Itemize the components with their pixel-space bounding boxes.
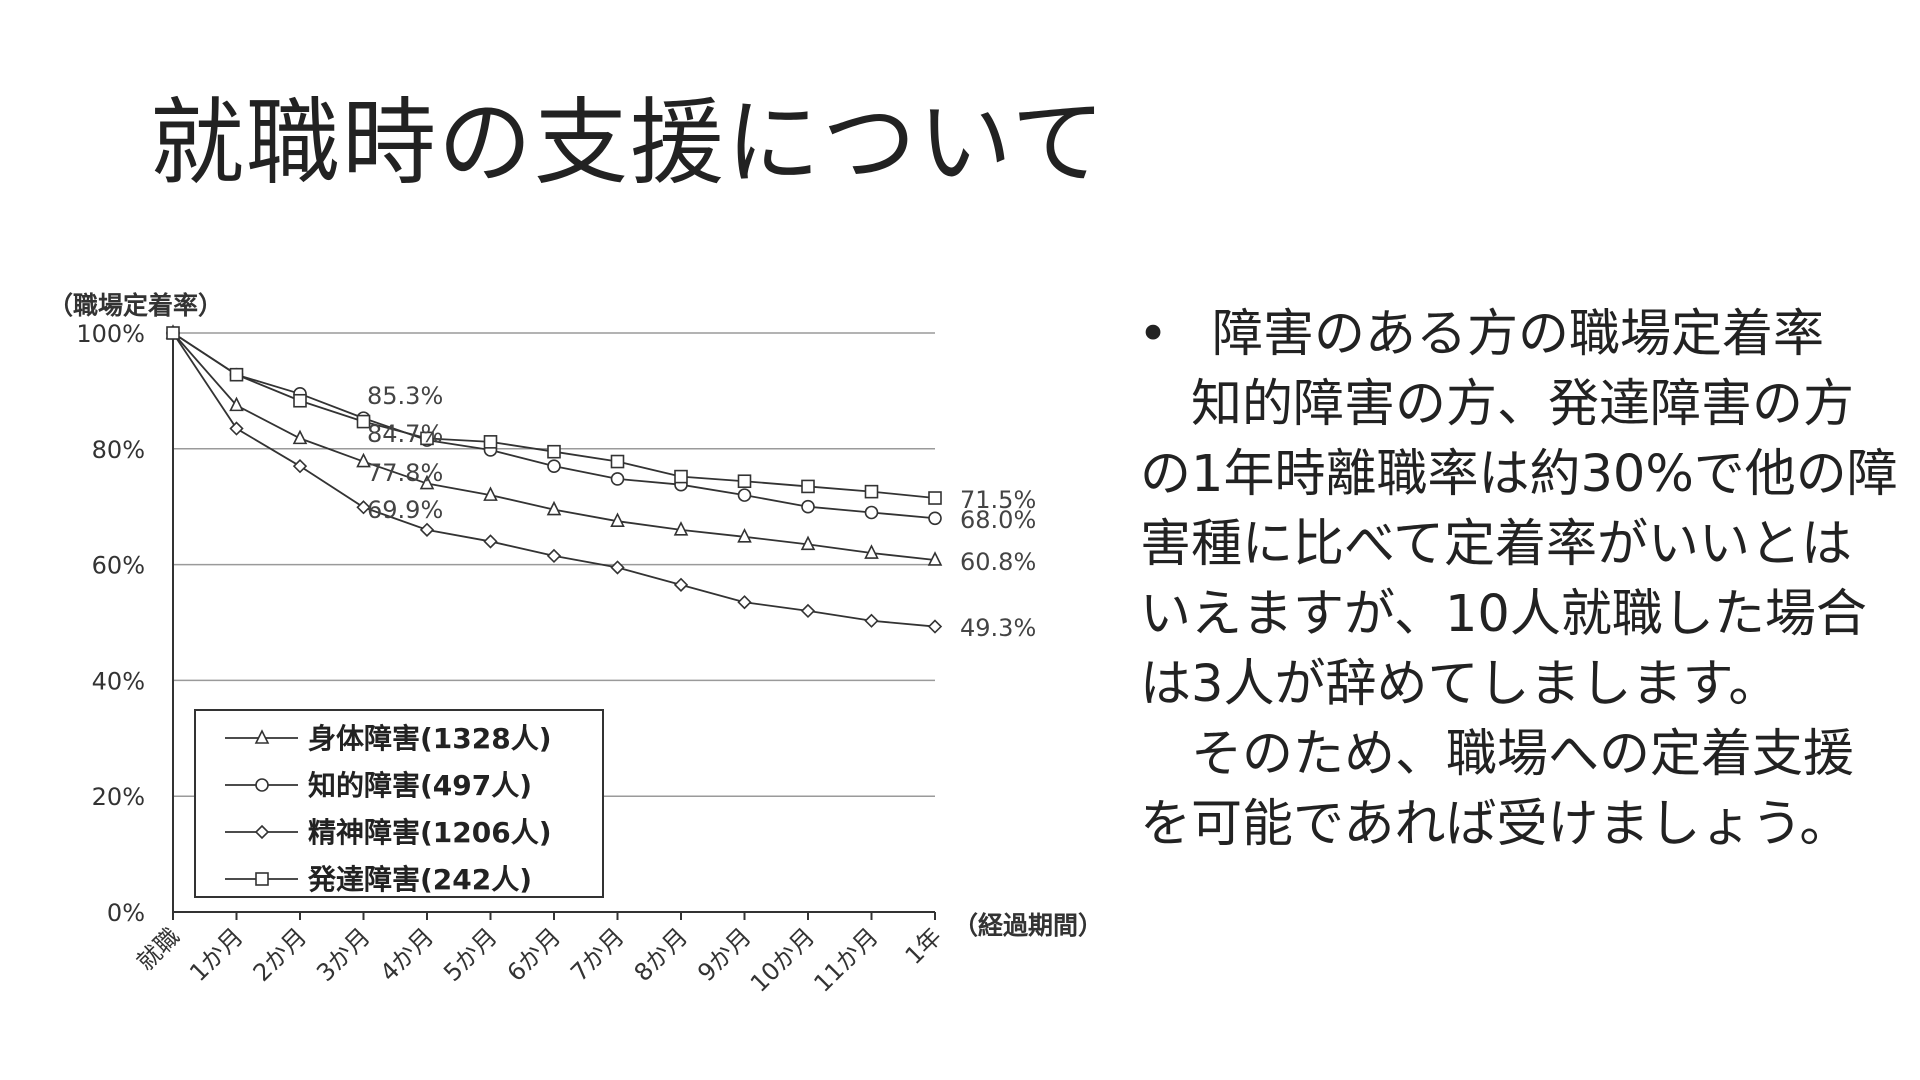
data-point-series-1 [927, 551, 943, 566]
data-point-series-1 [292, 429, 308, 445]
y-axis-title: （職場定着率） [48, 291, 223, 320]
legend-marker [255, 872, 269, 886]
y-tick-label: 100% [76, 320, 145, 348]
y-tick-label: 80% [92, 436, 145, 464]
data-point-series-3 [800, 603, 816, 619]
series-line-2 [172, 332, 936, 520]
slide-title: 就職時の支援について [150, 89, 1108, 198]
data-point-series-4 [928, 491, 942, 505]
data-point-series-3 [673, 577, 689, 592]
x-tick-label: 10か月 [745, 922, 820, 997]
data-point-series-1 [483, 486, 498, 501]
legend-marker [255, 778, 269, 792]
data-point-series-1 [737, 528, 752, 543]
data-label: 71.5% [960, 486, 1036, 514]
data-label: 84.7% [367, 420, 443, 448]
data-point-series-2 [864, 505, 879, 520]
bullet-icon: • [1138, 305, 1169, 364]
data-point-series-3 [864, 613, 879, 628]
series-line-4 [172, 332, 936, 499]
data-label: 69.9% [367, 496, 443, 524]
x-tick-label: 6か月 [502, 922, 567, 987]
data-point-series-4 [356, 414, 371, 429]
legend-label: 精神障害(1206人) [308, 816, 552, 849]
data-point-series-2 [928, 511, 942, 526]
x-tick-label: 5か月 [438, 922, 503, 987]
x-tick-label: 4か月 [375, 922, 440, 987]
data-point-series-4 [420, 431, 434, 446]
data-point-series-1 [864, 544, 879, 559]
data-point-series-1 [546, 500, 562, 516]
data-point-series-3 [737, 595, 752, 610]
data-point-series-2 [547, 459, 561, 473]
data-point-series-1 [673, 521, 689, 536]
data-point-series-1 [419, 474, 435, 490]
data-point-series-4 [801, 479, 815, 494]
data-point-series-3 [927, 619, 943, 634]
data-point-series-3 [356, 500, 371, 515]
data-label: 77.8% [367, 459, 443, 487]
legend-label: 発達障害(242人) [307, 863, 532, 896]
data-label: 49.3% [960, 614, 1036, 642]
paragraph-heading: 障害のある方の職場定着率 [1212, 305, 1825, 364]
data-point-series-4 [674, 469, 688, 484]
legend-label: 身体障害(1328人) [308, 722, 552, 755]
data-point-series-3 [610, 560, 625, 575]
x-tick-label: 2か月 [248, 922, 313, 987]
body-text: • 障害のある方の職場定着率 知的障害の方、発達障害の方の1年時離職率は約30%… [1138, 300, 1900, 860]
data-point-series-4 [864, 484, 879, 499]
data-point-series-3 [229, 421, 244, 436]
paragraph-support: そのため、職場への定着支援を可能であれば受けましょう。 [1140, 725, 1855, 854]
y-tick-label: 60% [92, 552, 145, 580]
data-point-series-2 [610, 472, 625, 486]
data-point-series-4 [483, 435, 498, 449]
data-point-series-4 [737, 474, 752, 489]
data-point-series-4 [293, 393, 307, 408]
data-point-series-2 [801, 499, 815, 514]
data-point-series-1 [356, 452, 371, 468]
data-label: 68.0% [960, 506, 1036, 534]
data-label: 60.8% [960, 548, 1036, 576]
data-point-series-3 [292, 459, 308, 474]
data-point-series-3 [483, 534, 498, 549]
data-point-series-1 [229, 396, 244, 412]
data-label: 85.3% [367, 382, 443, 410]
data-point-series-3 [419, 522, 435, 537]
legend-marker [254, 729, 270, 744]
x-tick-label: 1年 [900, 922, 948, 970]
data-point-series-2 [737, 488, 752, 502]
line-chart: （職場定着率） 0% 20% 40% 60% 80% 100% 就職1か月2か月3か月4か月5… [48, 291, 1103, 998]
data-point-series-4 [229, 367, 244, 382]
series-line-3 [172, 332, 936, 628]
data-point-series-1 [800, 535, 816, 551]
data-point-series-4 [166, 326, 180, 340]
legend-marker [254, 824, 270, 840]
paragraph-detail: 知的障害の方、発達障害の方の1年時離職率は約30%で他の障害種に比べて定着率がい… [1140, 375, 1898, 714]
x-tick-label: 7か月 [565, 922, 630, 987]
data-point-series-1 [610, 512, 625, 527]
data-point-series-4 [610, 454, 625, 469]
legend-label: 知的障害(497人) [308, 769, 532, 802]
x-tick-label: 11か月 [808, 922, 883, 997]
data-point-series-3 [546, 548, 562, 564]
x-tick-label: 8か月 [629, 922, 694, 987]
x-tick-label: 3か月 [311, 922, 376, 987]
y-tick-label: 40% [92, 667, 145, 695]
y-tick-label: 0% [107, 899, 145, 927]
chart: （職場定着率） 0% 20% 40% 60% 80% 100% 就職 1か月 2か月 3か月 4か月 5… [48, 291, 1103, 998]
x-tick-label: 就職 [132, 922, 186, 976]
x-tick-label: 1か月 [184, 922, 249, 987]
data-point-series-4 [547, 444, 561, 459]
x-axis-title: （経過期間） [953, 911, 1103, 940]
y-tick-label: 20% [92, 783, 145, 811]
